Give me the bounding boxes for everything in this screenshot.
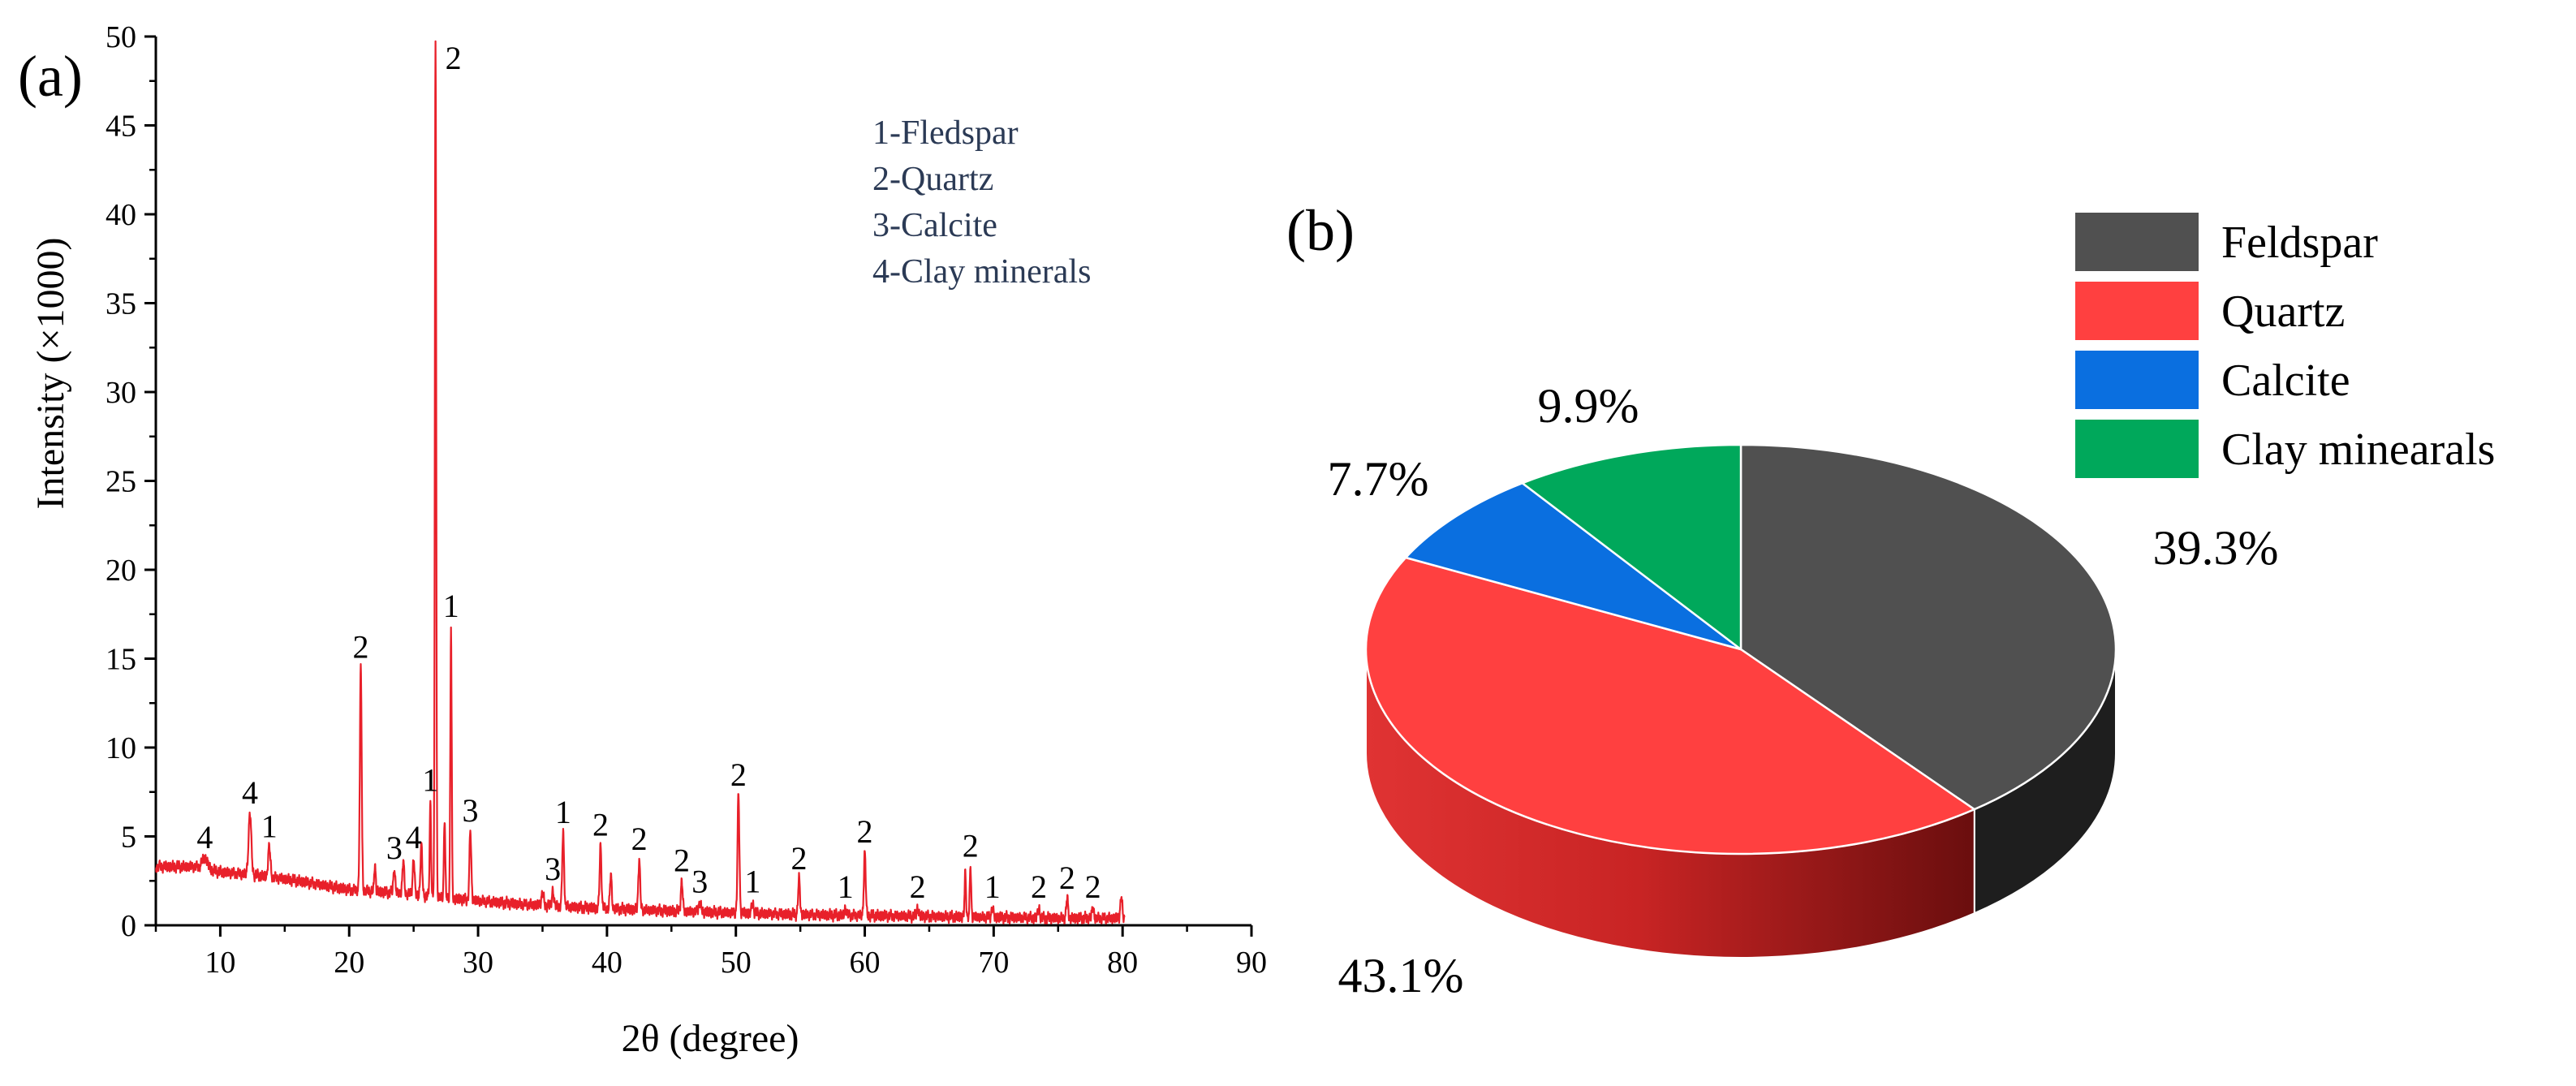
y-tick-label: 25 [106,465,136,499]
x-tick-label: 70 [978,946,1009,980]
y-tick-label: 40 [106,198,136,232]
y-tick-label: 0 [121,909,136,943]
peak-label: 1 [838,868,854,905]
peak-label: 2 [1085,868,1101,905]
x-tick-label: 50 [721,946,752,980]
peak-label: 2 [592,806,609,843]
y-axis-label: Intensity (×1000) [29,237,72,509]
pie-slice-clay-minearals [1521,443,1742,651]
peak-label: 2 [674,842,690,878]
peak-label: 2 [857,813,873,850]
peak-label: 2 [353,628,369,665]
pie-value-labels: 39.3% 43.1% 7.7% 9.9% [1328,379,2279,1002]
peak-label: 2 [631,821,648,857]
peak-label: 1 [443,588,459,624]
peak-label: 2 [1031,868,1047,905]
y-tick-label: 30 [106,376,136,410]
xrd-ticks: 10 20 30 40 50 60 70 80 90 0 5 10 15 20 25 30 35 40 45 50 [106,20,1267,980]
legend-line-quartz: 2-Quartz [872,161,993,198]
y-tick-label: 20 [106,554,136,588]
peak-label: 2 [910,868,926,905]
y-tick-label: 45 [106,110,136,144]
x-axis-label: 2θ (degree) [622,1017,799,1060]
legend-swatch-feldspar [2075,213,2199,271]
peak-label: 2 [730,756,747,793]
xrd-series-line [155,40,1126,924]
x-tick-label: 60 [850,946,881,980]
pie-value-label: 39.3% [2153,521,2279,575]
pie-panel: (b) 39.3% 43.1% 7.7% 9.9% Feldspar Quartz Cal… [1286,198,2495,1002]
peak-label: 1 [744,864,760,900]
y-tick-label: 35 [106,287,136,321]
pie-top [1364,443,2117,855]
peak-label: 3 [386,830,403,866]
pie-slice-feldspar [1739,443,2117,811]
xrd-axes [154,37,1251,927]
peak-label: 3 [463,792,479,829]
peak-label: 1 [984,868,1001,905]
x-tick-label: 30 [463,946,493,980]
x-tick-label: 80 [1107,946,1138,980]
legend-line-calcite: 3-Calcite [872,207,997,244]
peak-label: 1 [422,762,438,799]
pie-slice-quartz [1364,556,1975,855]
x-tick-label: 90 [1236,946,1267,980]
peak-label: 2 [1059,860,1075,896]
legend-swatch-calcite [2075,351,2199,409]
pie-value-label: 43.1% [1338,949,1464,1002]
legend-line-clay: 4-Clay minerals [872,253,1091,291]
peak-label: 1 [261,808,278,845]
pie-value-label: 7.7% [1328,452,1429,506]
pie-slice-calcite [1404,481,1742,651]
x-tick-label: 20 [334,946,364,980]
y-tick-label: 50 [106,20,136,54]
pie-legend: Feldspar Quartz Calcite Clay minearals [2075,213,2495,478]
legend-line-feldspar: 1-Fledspar [872,114,1019,152]
pie-value-label: 9.9% [1538,379,1639,433]
peak-label: 4 [196,819,213,855]
y-tick-label: 10 [106,731,136,765]
legend-label-clay-minearals: Clay minearals [2221,424,2495,475]
peak-label: 2 [446,40,462,76]
legend-swatch-clay-minearals [2075,420,2199,478]
legend-label-feldspar: Feldspar [2221,218,2378,268]
peak-label: 3 [691,864,708,900]
peak-label: 3 [545,851,561,887]
peak-label: 2 [963,828,979,864]
x-tick-label: 10 [205,946,235,980]
panel-a-label: (a) [18,44,83,109]
peak-label: 4 [242,774,258,811]
peak-label: 4 [406,819,422,855]
peak-label: 1 [555,794,571,830]
legend-label-calcite: Calcite [2221,356,2350,406]
panel-b-label: (b) [1286,198,1355,263]
legend-label-quartz: Quartz [2221,287,2345,337]
y-tick-label: 15 [106,643,136,677]
mineral-index-legend: 1-Fledspar 2-Quartz 3-Calcite 4-Clay min… [872,114,1091,291]
legend-swatch-quartz [2075,282,2199,340]
peak-label: 2 [791,840,808,877]
x-tick-label: 40 [592,946,622,980]
xrd-panel: (a) 10 20 30 40 50 60 70 80 90051015202530354045… [18,20,1267,1060]
y-tick-label: 5 [121,821,136,855]
